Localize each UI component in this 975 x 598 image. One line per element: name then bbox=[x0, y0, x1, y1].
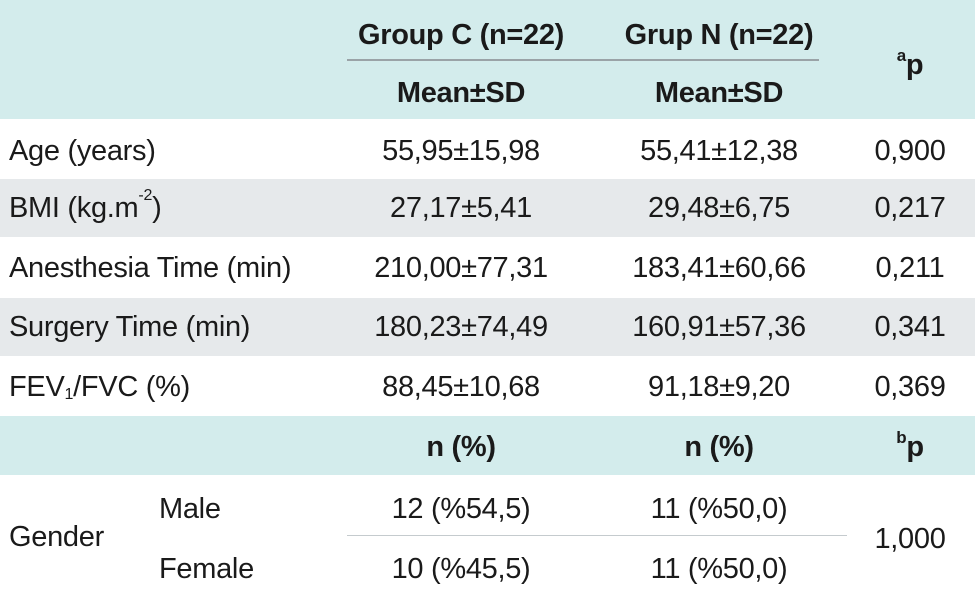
gender-female-group-c: 10 (%45,5) bbox=[391, 552, 531, 585]
header-group-c: Group C (n=22) bbox=[357, 18, 565, 51]
row-label-bmi-superscript: -2 bbox=[138, 187, 153, 204]
row-fev-fvc-group-c: 88,45±10,68 bbox=[382, 370, 540, 403]
header-mean-sd-c: Mean±SD bbox=[396, 76, 526, 109]
gender-female-label: Female bbox=[159, 552, 254, 585]
gender-p: 1,000 bbox=[874, 522, 946, 555]
row-anesthesia-p: 0,211 bbox=[875, 251, 945, 284]
row-label-bmi: BMI (kg.m -2) bbox=[9, 179, 339, 237]
gender-rule bbox=[347, 535, 847, 536]
subheader-n-pct-c: n (%) bbox=[426, 430, 496, 463]
row-surgery-group-n: 160,91±57,36 bbox=[632, 310, 806, 343]
header-rule bbox=[347, 59, 819, 61]
row-bmi-group-c: 27,17±5,41 bbox=[390, 191, 532, 224]
header-group-n: Grup N (n=22) bbox=[624, 18, 814, 51]
row-label-surgery: Surgery Time (min) bbox=[9, 310, 251, 343]
row-fev-fvc-group-n: 91,18±9,20 bbox=[648, 370, 790, 403]
subheader-p-label: p bbox=[906, 430, 924, 463]
gender-male-group-n: 11 (%50,0) bbox=[650, 492, 788, 525]
row-surgery-group-c: 180,23±74,49 bbox=[374, 310, 548, 343]
row-anesthesia-group-c: 210,00±77,31 bbox=[374, 251, 548, 284]
subheader-p-superscript: b bbox=[896, 427, 907, 447]
row-label-fev-subscript: 1 bbox=[64, 386, 74, 403]
gender-label: Gender bbox=[9, 520, 104, 553]
header-p-label: p bbox=[905, 48, 924, 81]
subheader-n-pct-n: n (%) bbox=[684, 430, 754, 463]
row-label-fev-text: FEV bbox=[9, 370, 65, 403]
subheader-band bbox=[0, 416, 975, 475]
header-p-superscript: a bbox=[896, 45, 906, 65]
row-label-bmi-text: BMI (kg.m bbox=[9, 191, 139, 224]
row-label-age: Age (years) bbox=[9, 134, 156, 167]
row-label-anesthesia: Anesthesia Time (min) bbox=[9, 251, 292, 284]
row-band-bmi bbox=[0, 179, 975, 237]
row-bmi-group-n: 29,48±6,75 bbox=[648, 191, 790, 224]
row-bmi-p: 0,217 bbox=[874, 191, 946, 224]
row-surgery-p: 0,341 bbox=[874, 310, 946, 343]
gender-female-group-n: 11 (%50,0) bbox=[650, 552, 788, 585]
row-age-group-n: 55,41±12,38 bbox=[640, 134, 798, 167]
gender-male-group-c: 12 (%54,5) bbox=[391, 492, 531, 525]
row-age-group-c: 55,95±15,98 bbox=[382, 134, 540, 167]
row-age-p: 0,900 bbox=[874, 134, 946, 167]
row-band-surgery bbox=[0, 298, 975, 356]
row-label-bmi-close: ) bbox=[152, 191, 162, 224]
row-label-fev-fvc: FEV 1/FVC (%) bbox=[9, 358, 339, 416]
gender-male-label: Male bbox=[159, 492, 221, 525]
row-label-fvc-text: /FVC (%) bbox=[73, 370, 190, 403]
header-mean-sd-n: Mean±SD bbox=[654, 76, 784, 109]
row-anesthesia-group-n: 183,41±60,66 bbox=[632, 251, 806, 284]
row-fev-fvc-p: 0,369 bbox=[874, 370, 946, 403]
